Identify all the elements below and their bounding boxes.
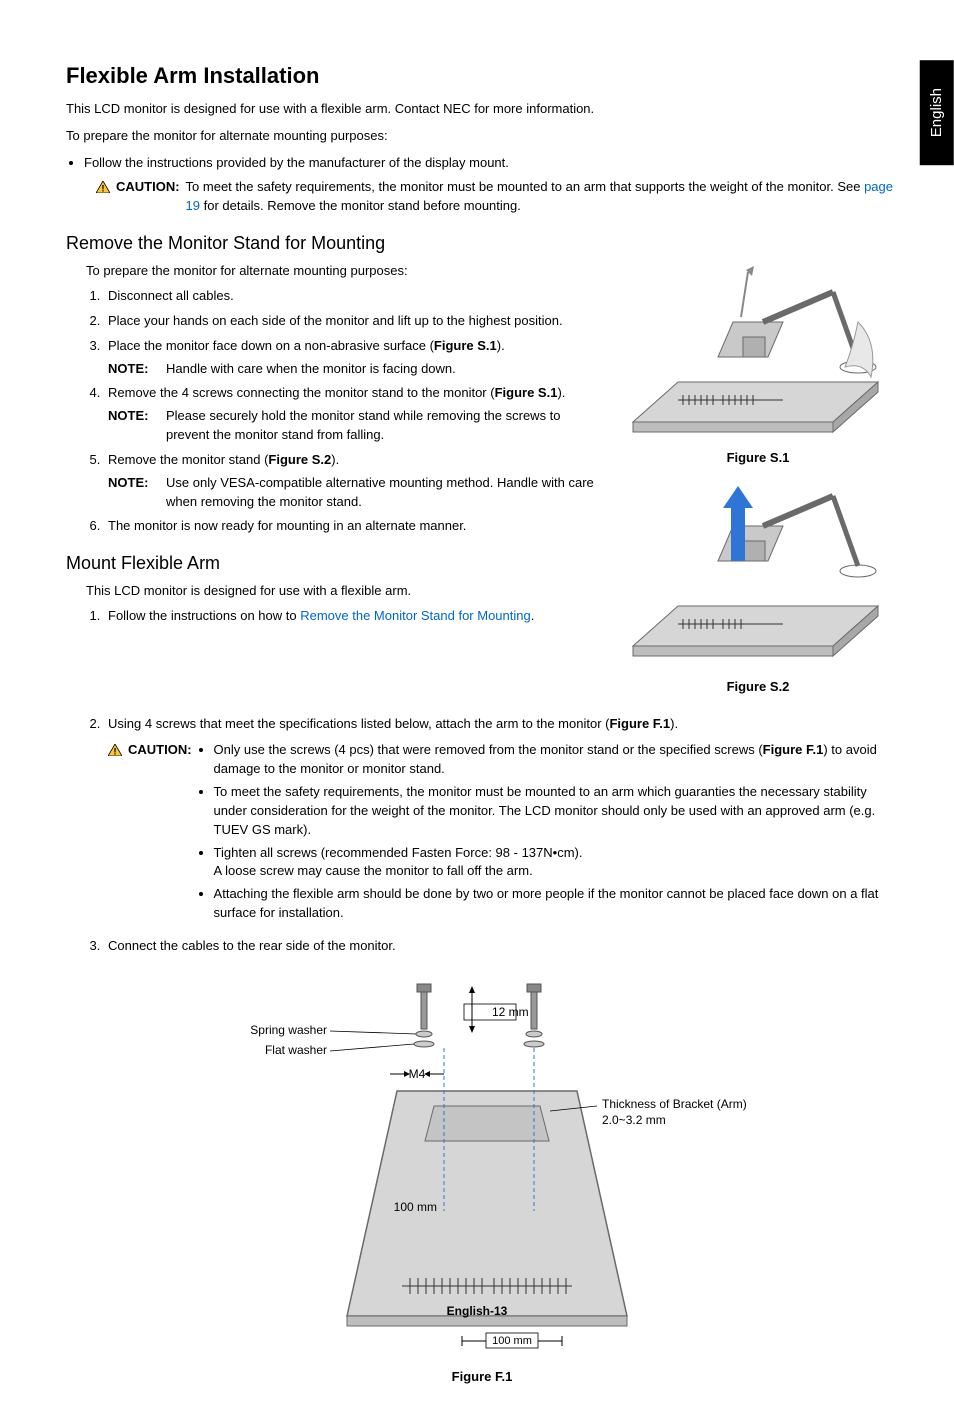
cb3b: A loose screw may cause the monitor to f… [214, 863, 533, 878]
caution-b4: Attaching the flexible arm should be don… [214, 885, 898, 923]
label-100mm-h: 100 mm [492, 1335, 532, 1347]
step-2: Place your hands on each side of the mon… [104, 312, 602, 331]
figure-s2: Figure S.2 [618, 486, 898, 697]
note-text: Handle with care when the monitor is fac… [166, 360, 602, 379]
step-3b: Figure S.1 [434, 338, 497, 353]
step-6: The monitor is now ready for mounting in… [104, 517, 602, 536]
svg-text:!: ! [102, 184, 105, 194]
remove-intro: To prepare the monitor for alternate mou… [86, 262, 602, 281]
caution-b1: Only use the screws (4 pcs) that were re… [214, 741, 898, 779]
caution-mounting: ! CAUTION: To meet the safety requiremen… [96, 178, 898, 216]
cb3a: Tighten all screws (recommended Fasten F… [214, 845, 583, 860]
label-bracket2: 2.0~3.2 mm [602, 1113, 666, 1127]
remove-steps: Disconnect all cables. Place your hands … [104, 287, 602, 536]
caution-label: CAUTION: [116, 178, 180, 197]
note-label: NOTE: [108, 407, 158, 445]
intro-bullets: Follow the instructions provided by the … [84, 154, 898, 173]
figure-column: Figure S.1 [618, 262, 898, 714]
mount-step-2a: Using 4 screws that meet the specificati… [108, 716, 609, 731]
caution-label: CAUTION: [128, 741, 192, 760]
mount-step-1b: . [531, 608, 535, 623]
figure-s2-caption: Figure S.2 [618, 678, 898, 697]
step-4b: Figure S.1 [495, 385, 558, 400]
mount-step-2b: Figure F.1 [609, 716, 670, 731]
heading-mount-arm: Mount Flexible Arm [66, 550, 602, 576]
cb1b: Figure F.1 [763, 742, 824, 757]
mount-step-3: Connect the cables to the rear side of t… [104, 937, 898, 956]
step-5a: Remove the monitor stand ( [108, 452, 268, 467]
caution-b3: Tighten all screws (recommended Fasten F… [214, 844, 898, 882]
caution-text-1: To meet the safety requirements, the mon… [186, 179, 865, 194]
page-footer: English-13 [0, 1303, 954, 1320]
label-flat-washer: Flat washer [265, 1043, 327, 1057]
figure-f1-caption: Figure F.1 [66, 1368, 898, 1387]
step-1: Disconnect all cables. [104, 287, 602, 306]
label-bracket1: Thickness of Bracket (Arm) [602, 1097, 747, 1111]
label-12mm: 12 mm [492, 1005, 529, 1019]
cb1a: Only use the screws (4 pcs) that were re… [214, 742, 763, 757]
figure-s1: Figure S.1 [618, 262, 898, 468]
svg-text:!: ! [114, 747, 117, 757]
note-4: NOTE: Please securely hold the monitor s… [108, 407, 602, 445]
mount-steps-1-2: Follow the instructions on how to Remove… [104, 607, 602, 626]
mount-step-1a: Follow the instructions on how to [108, 608, 300, 623]
note-5: NOTE: Use only VESA-compatible alternati… [108, 474, 602, 512]
note-label: NOTE: [108, 474, 158, 512]
step-3a: Place the monitor face down on a non-abr… [108, 338, 434, 353]
step-4c: ). [557, 385, 565, 400]
caution-text-2: for details. Remove the monitor stand be… [200, 198, 521, 213]
remove-stand-link[interactable]: Remove the Monitor Stand for Mounting [300, 608, 531, 623]
label-spring-washer: Spring washer [250, 1023, 327, 1037]
figure-s1-caption: Figure S.1 [618, 449, 898, 468]
warning-icon: ! [108, 741, 122, 760]
note-3: NOTE: Handle with care when the monitor … [108, 360, 602, 379]
note-label: NOTE: [108, 360, 158, 379]
mount-step-2: Using 4 screws that meet the specificati… [104, 715, 898, 927]
page-title: Flexible Arm Installation [66, 60, 898, 92]
step-3: Place the monitor face down on a non-abr… [104, 337, 602, 379]
note-text: Use only VESA-compatible alternative mou… [166, 474, 602, 512]
mount-step-1: Follow the instructions on how to Remove… [104, 607, 602, 626]
note-text: Please securely hold the monitor stand w… [166, 407, 602, 445]
step-4a: Remove the 4 screws connecting the monit… [108, 385, 495, 400]
intro-1: This LCD monitor is designed for use wit… [66, 100, 898, 119]
step-5b: Figure S.2 [268, 452, 331, 467]
step-3c: ). [497, 338, 505, 353]
label-m4: M4 [409, 1067, 426, 1081]
bullet-follow-instructions: Follow the instructions provided by the … [84, 154, 898, 173]
caution-bullets: Only use the screws (4 pcs) that were re… [198, 741, 898, 927]
heading-remove-stand: Remove the Monitor Stand for Mounting [66, 230, 898, 256]
warning-icon: ! [96, 178, 110, 197]
step-4: Remove the 4 screws connecting the monit… [104, 384, 602, 445]
mount-steps-cont: Using 4 screws that meet the specificati… [104, 715, 898, 956]
mount-step-2c: ). [670, 716, 678, 731]
caution-mount: ! CAUTION: Only use the screws (4 pcs) t… [108, 741, 898, 927]
step-5c: ). [331, 452, 339, 467]
label-100mm-v: 100 mm [394, 1200, 437, 1214]
caution-b2: To meet the safety requirements, the mon… [214, 783, 898, 840]
figure-f1: Spring washer Flat washer M4 12 mm 100 m… [66, 966, 898, 1387]
page-content: Flexible Arm Installation This LCD monit… [0, 0, 954, 1427]
mount-intro: This LCD monitor is designed for use wit… [86, 582, 602, 601]
step-5: Remove the monitor stand (Figure S.2). N… [104, 451, 602, 512]
intro-2: To prepare the monitor for alternate mou… [66, 127, 898, 146]
caution-text: To meet the safety requirements, the mon… [186, 178, 898, 216]
